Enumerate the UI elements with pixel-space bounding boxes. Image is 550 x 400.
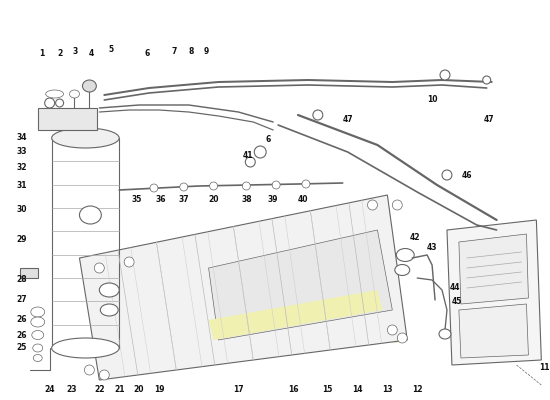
- Circle shape: [392, 200, 402, 210]
- Text: 23: 23: [66, 386, 77, 394]
- Ellipse shape: [439, 329, 451, 339]
- Ellipse shape: [33, 354, 42, 362]
- Text: 34: 34: [16, 134, 27, 142]
- Text: 45: 45: [452, 298, 462, 306]
- Circle shape: [56, 99, 64, 107]
- Ellipse shape: [395, 264, 410, 276]
- Text: 39: 39: [268, 196, 278, 204]
- Text: 7: 7: [171, 48, 177, 56]
- Polygon shape: [208, 290, 382, 340]
- Text: 30: 30: [16, 206, 27, 214]
- Circle shape: [95, 263, 104, 273]
- Text: 42: 42: [410, 234, 420, 242]
- Circle shape: [397, 333, 407, 343]
- Circle shape: [313, 110, 323, 120]
- Text: 22: 22: [94, 386, 104, 394]
- Text: 26: 26: [16, 330, 27, 340]
- Text: 20: 20: [208, 196, 219, 204]
- Ellipse shape: [33, 344, 43, 352]
- Polygon shape: [459, 304, 529, 358]
- Text: 19: 19: [153, 386, 164, 394]
- Circle shape: [245, 157, 255, 167]
- Text: 14: 14: [353, 386, 363, 394]
- Polygon shape: [447, 220, 541, 365]
- Text: 40: 40: [298, 196, 308, 204]
- Text: 37: 37: [178, 196, 189, 204]
- Text: explosion  for  Murciélago: explosion for Murciélago: [111, 256, 286, 324]
- FancyBboxPatch shape: [38, 108, 97, 130]
- Ellipse shape: [100, 304, 118, 316]
- Text: 31: 31: [16, 180, 27, 190]
- Circle shape: [150, 184, 158, 192]
- Text: 32: 32: [16, 164, 27, 172]
- Text: 21: 21: [114, 386, 124, 394]
- Text: 36: 36: [156, 196, 166, 204]
- Text: 35: 35: [132, 196, 142, 204]
- Ellipse shape: [397, 248, 414, 262]
- Text: 6: 6: [145, 50, 150, 58]
- Circle shape: [483, 76, 491, 84]
- Polygon shape: [208, 230, 392, 340]
- Text: 44: 44: [450, 284, 460, 292]
- Circle shape: [124, 257, 134, 267]
- Text: 20: 20: [134, 386, 144, 394]
- Circle shape: [367, 200, 377, 210]
- Circle shape: [85, 365, 95, 375]
- Text: 28: 28: [16, 276, 27, 284]
- Text: 10: 10: [427, 96, 437, 104]
- Text: 24: 24: [45, 386, 55, 394]
- Ellipse shape: [82, 80, 96, 92]
- Text: 9: 9: [204, 48, 209, 56]
- Circle shape: [180, 183, 188, 191]
- Text: 12: 12: [412, 386, 422, 394]
- Text: 47: 47: [483, 116, 494, 124]
- Circle shape: [302, 180, 310, 188]
- Polygon shape: [459, 234, 529, 304]
- Text: 2: 2: [57, 50, 62, 58]
- Ellipse shape: [79, 206, 101, 224]
- Text: 4: 4: [89, 50, 94, 58]
- Text: 8: 8: [188, 48, 194, 56]
- Text: 1: 1: [39, 50, 45, 58]
- Ellipse shape: [69, 90, 79, 98]
- Text: 15: 15: [323, 386, 333, 394]
- Circle shape: [45, 98, 54, 108]
- Ellipse shape: [100, 283, 119, 297]
- Text: 43: 43: [427, 244, 437, 252]
- Text: 3: 3: [73, 48, 78, 56]
- Text: 33: 33: [16, 148, 27, 156]
- Text: 29: 29: [16, 236, 27, 244]
- Ellipse shape: [31, 307, 45, 317]
- Text: 26: 26: [16, 316, 27, 324]
- Text: 46: 46: [461, 170, 472, 180]
- Ellipse shape: [52, 128, 119, 148]
- Text: 25: 25: [16, 344, 27, 352]
- FancyBboxPatch shape: [20, 268, 38, 278]
- Circle shape: [100, 370, 109, 380]
- Text: 38: 38: [241, 196, 252, 204]
- Text: 47: 47: [342, 116, 353, 124]
- Text: 27: 27: [16, 296, 27, 304]
- Text: 11: 11: [539, 364, 549, 372]
- Text: 17: 17: [233, 386, 244, 394]
- Text: 16: 16: [288, 386, 298, 394]
- Text: 6: 6: [266, 136, 271, 144]
- Ellipse shape: [52, 338, 119, 358]
- Circle shape: [210, 182, 218, 190]
- Text: 13: 13: [382, 386, 393, 394]
- Circle shape: [254, 146, 266, 158]
- Text: 5: 5: [109, 46, 114, 54]
- Ellipse shape: [46, 90, 64, 98]
- Circle shape: [243, 182, 250, 190]
- Circle shape: [440, 70, 450, 80]
- Ellipse shape: [31, 317, 45, 327]
- Text: since 1985: since 1985: [333, 313, 402, 347]
- Ellipse shape: [32, 330, 43, 340]
- Text: 41: 41: [243, 150, 254, 160]
- Polygon shape: [79, 195, 407, 380]
- Circle shape: [272, 181, 280, 189]
- Circle shape: [442, 170, 452, 180]
- Circle shape: [387, 325, 397, 335]
